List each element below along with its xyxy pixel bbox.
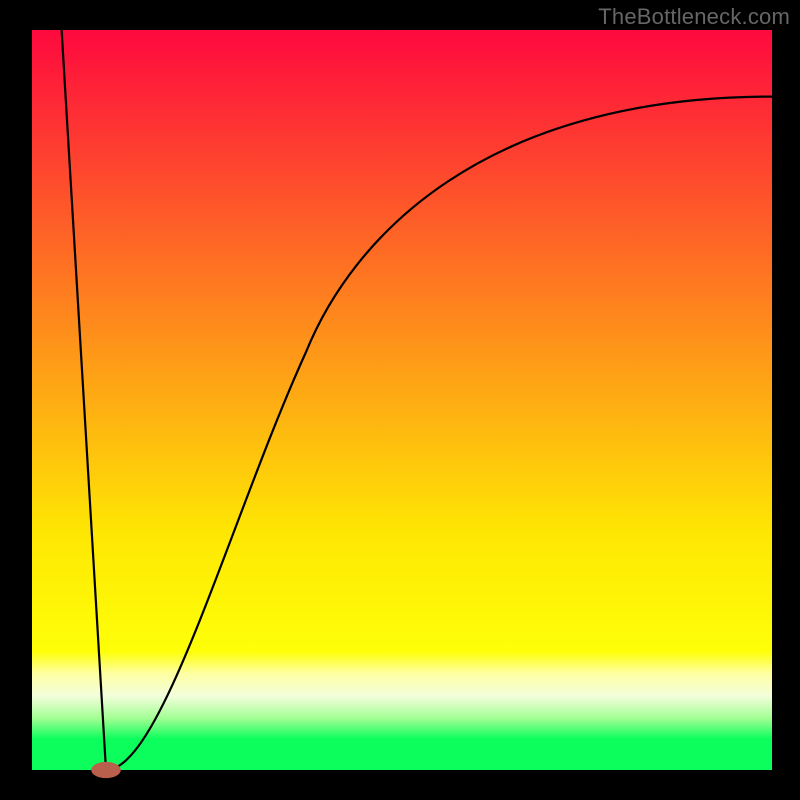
- chart-plot-background: [32, 30, 772, 770]
- bottleneck-chart: [0, 0, 800, 800]
- watermark-text: TheBottleneck.com: [598, 4, 790, 30]
- optimal-point-marker: [91, 762, 121, 778]
- chart-container: TheBottleneck.com: [0, 0, 800, 800]
